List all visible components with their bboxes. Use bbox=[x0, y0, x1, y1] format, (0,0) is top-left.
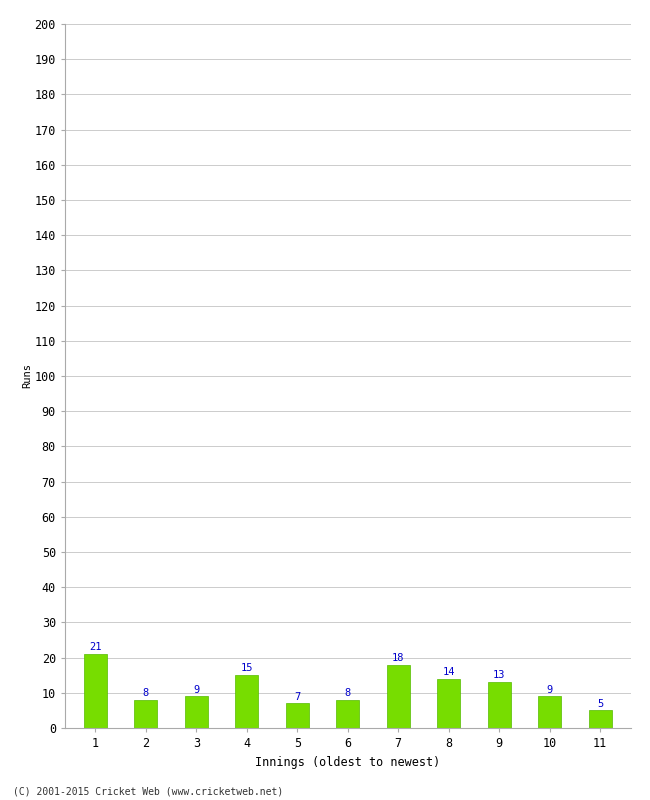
Bar bbox=[337, 700, 359, 728]
Text: 14: 14 bbox=[443, 667, 455, 677]
Bar bbox=[387, 665, 410, 728]
Text: 18: 18 bbox=[392, 653, 404, 663]
Text: 9: 9 bbox=[193, 685, 200, 694]
Bar bbox=[235, 675, 258, 728]
Y-axis label: Runs: Runs bbox=[22, 363, 32, 389]
Bar bbox=[185, 696, 207, 728]
Bar bbox=[84, 654, 107, 728]
X-axis label: Innings (oldest to newest): Innings (oldest to newest) bbox=[255, 755, 441, 769]
Text: 13: 13 bbox=[493, 670, 506, 681]
Text: 5: 5 bbox=[597, 698, 603, 709]
Text: (C) 2001-2015 Cricket Web (www.cricketweb.net): (C) 2001-2015 Cricket Web (www.cricketwe… bbox=[13, 786, 283, 796]
Text: 9: 9 bbox=[547, 685, 553, 694]
Bar bbox=[488, 682, 511, 728]
Text: 21: 21 bbox=[89, 642, 101, 652]
Text: 7: 7 bbox=[294, 691, 300, 702]
Bar bbox=[538, 696, 561, 728]
Bar bbox=[286, 703, 309, 728]
Text: 8: 8 bbox=[142, 688, 149, 698]
Text: 8: 8 bbox=[344, 688, 351, 698]
Text: 15: 15 bbox=[240, 663, 253, 674]
Bar bbox=[135, 700, 157, 728]
Bar bbox=[589, 710, 612, 728]
Bar bbox=[437, 678, 460, 728]
